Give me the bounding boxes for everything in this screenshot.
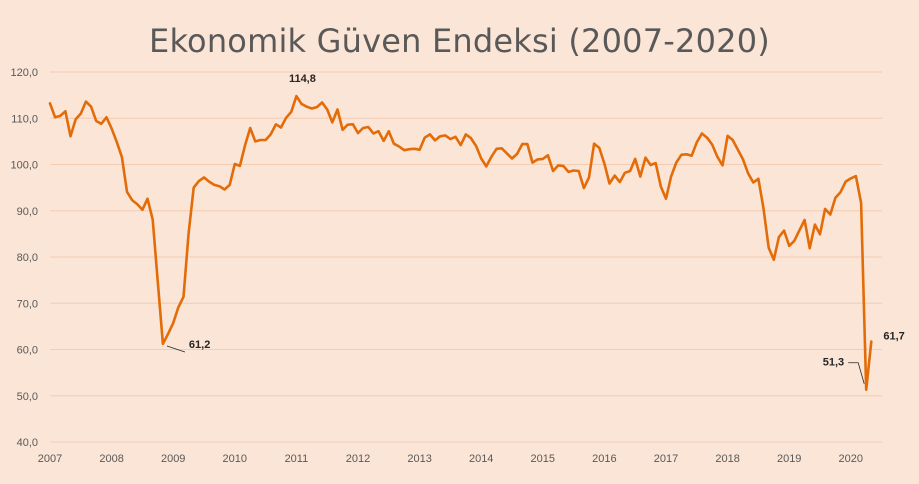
y-tick-label: 70,0 bbox=[17, 298, 38, 310]
y-tick-label: 100,0 bbox=[10, 160, 38, 172]
x-axis-ticks: 2007 2008 2009 2010 2011 2012 2013 2014 2015 2016… bbox=[38, 453, 863, 465]
annotation-leader bbox=[848, 362, 865, 384]
y-tick-label: 40,0 bbox=[17, 437, 38, 449]
x-tick-label: 2018 bbox=[715, 453, 739, 465]
gridlines bbox=[50, 71, 882, 443]
chart-title: Ekonomik Güven Endeksi (2007-2020) bbox=[149, 22, 770, 60]
y-tick-label: 80,0 bbox=[17, 252, 38, 264]
y-tick-label: 90,0 bbox=[17, 206, 38, 218]
annotation-layer: 61,2 114,8 51,3 61,7 bbox=[166, 73, 905, 384]
x-tick-label: 2012 bbox=[346, 453, 370, 465]
x-tick-label: 2020 bbox=[839, 453, 863, 465]
x-tick-label: 2007 bbox=[38, 453, 62, 465]
y-tick-label: 120,0 bbox=[10, 67, 38, 79]
x-tick-label: 2013 bbox=[407, 453, 431, 465]
x-tick-label: 2008 bbox=[99, 453, 123, 465]
x-tick-label: 2017 bbox=[654, 453, 678, 465]
series-line bbox=[48, 94, 873, 391]
y-tick-label: 50,0 bbox=[17, 391, 38, 403]
y-axis-ticks: 40,0 50,0 60,0 70,0 80,0 90,0 100,0 110,0 120,0 bbox=[10, 67, 38, 449]
x-tick-label: 2019 bbox=[777, 453, 801, 465]
series-layer bbox=[48, 94, 873, 391]
y-tick-label: 60,0 bbox=[17, 345, 38, 357]
x-tick-label: 2010 bbox=[223, 453, 247, 465]
x-tick-label: 2015 bbox=[531, 453, 555, 465]
data-label: 61,7 bbox=[883, 331, 904, 343]
x-tick-label: 2016 bbox=[592, 453, 616, 465]
x-tick-label: 2014 bbox=[469, 453, 493, 465]
x-tick-label: 2011 bbox=[285, 453, 309, 465]
x-tick-label: 2009 bbox=[161, 453, 185, 465]
data-label: 51,3 bbox=[823, 357, 844, 369]
data-label: 114,8 bbox=[289, 73, 316, 85]
data-label: 61,2 bbox=[189, 339, 210, 351]
annotation-leader bbox=[166, 345, 186, 353]
y-tick-label: 110,0 bbox=[11, 113, 38, 125]
